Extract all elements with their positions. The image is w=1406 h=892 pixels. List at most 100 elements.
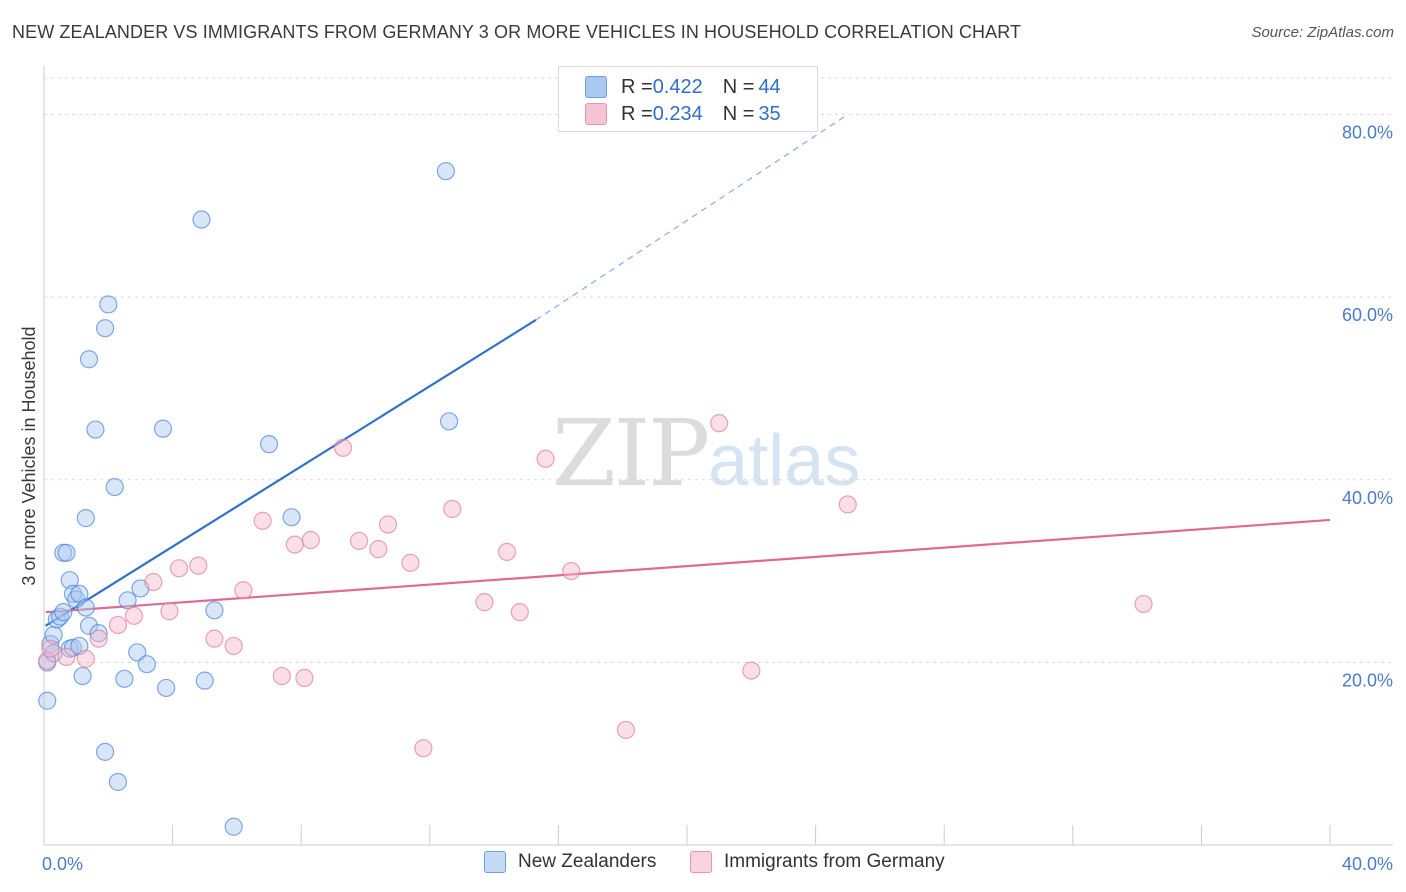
legend-r-value: 0.234 [652, 102, 703, 125]
legend-row-new-zealanders: R = 0.422 N = 44 [585, 74, 781, 100]
series-swatch-pink [690, 851, 712, 873]
point-new-zealanders [192, 210, 211, 229]
x-tick-label-start: 0.0% [42, 854, 83, 874]
point-new-zealanders [205, 601, 224, 620]
point-new-zealanders [38, 691, 57, 710]
chart-title: NEW ZEALANDER VS IMMIGRANTS FROM GERMANY… [12, 22, 1022, 42]
series-swatch-blue [484, 851, 506, 873]
point-immigrants-germany [414, 739, 433, 758]
series-legend-new-zealanders: New Zealanders [484, 851, 656, 873]
point-immigrants-germany [253, 511, 272, 530]
watermark-atlas: atlas [708, 421, 861, 501]
point-immigrants-germany [742, 661, 761, 680]
point-new-zealanders [47, 610, 66, 629]
point-new-zealanders [108, 772, 128, 792]
y-tick-label: 40.0% [1342, 488, 1393, 508]
point-immigrants-germany [497, 542, 517, 561]
point-immigrants-germany [224, 636, 243, 656]
point-immigrants-germany [205, 629, 224, 648]
point-new-zealanders [76, 509, 95, 528]
point-immigrants-germany [369, 540, 388, 559]
point-new-zealanders [60, 571, 79, 590]
point-immigrants-germany [285, 535, 304, 554]
point-immigrants-germany [108, 615, 128, 635]
point-new-zealanders [128, 643, 147, 662]
point-immigrants-germany [562, 561, 581, 581]
point-new-zealanders [105, 477, 124, 497]
legend-r-value: 0.422 [652, 75, 703, 98]
point-immigrants-germany [510, 603, 529, 622]
y-tick-label: 60.0% [1342, 305, 1393, 325]
point-immigrants-germany [169, 559, 189, 578]
point-new-zealanders [224, 817, 243, 836]
point-new-zealanders [73, 666, 92, 686]
point-new-zealanders [115, 669, 134, 688]
series-legend-label: Immigrants from Germany [724, 851, 945, 872]
point-new-zealanders [95, 319, 115, 338]
point-new-zealanders [157, 678, 176, 698]
point-immigrants-germany [144, 572, 163, 592]
legend-n-label: N = [722, 102, 755, 125]
x-tick-label-end: 40.0% [1342, 854, 1393, 874]
point-new-zealanders [153, 419, 173, 438]
series-legend: New Zealanders Immigrants from Germany [0, 851, 1406, 879]
point-new-zealanders [259, 435, 279, 454]
point-new-zealanders [118, 591, 137, 610]
point-new-zealanders [95, 742, 115, 761]
legend-row-immigrants-germany: R = 0.234 N = 35 [585, 101, 781, 127]
trendline-new-zealanders-extension [535, 113, 849, 321]
point-immigrants-germany [710, 414, 729, 433]
point-immigrants-germany [475, 593, 494, 612]
point-immigrants-germany [89, 629, 108, 648]
point-new-zealanders [195, 671, 214, 690]
source-label: Source: ZipAtlas.com [1251, 24, 1394, 41]
legend-swatch-blue [585, 76, 607, 98]
point-immigrants-germany [160, 602, 179, 621]
point-immigrants-germany [76, 649, 95, 668]
y-axis-title: 3 or more Vehicles in Household [19, 326, 39, 585]
point-immigrants-germany [838, 495, 857, 514]
series-legend-immigrants-germany: Immigrants from Germany [690, 851, 945, 873]
point-immigrants-germany [38, 651, 57, 670]
legend-n-value: 44 [758, 75, 781, 98]
point-immigrants-germany [301, 530, 320, 550]
point-new-zealanders [76, 598, 95, 617]
point-immigrants-germany [349, 531, 369, 551]
legend-n-label: N = [722, 75, 755, 98]
point-new-zealanders [86, 420, 105, 439]
point-immigrants-germany [189, 556, 208, 575]
point-immigrants-germany [234, 581, 253, 600]
legend-swatch-pink [585, 103, 607, 125]
trendline-new-zealanders [45, 319, 537, 627]
point-new-zealanders [44, 625, 63, 645]
legend-r-label: R = [621, 102, 653, 125]
series-legend-label: New Zealanders [518, 851, 657, 872]
point-new-zealanders [436, 162, 455, 181]
y-tick-label: 20.0% [1342, 670, 1393, 690]
legend-n-value: 35 [758, 102, 781, 125]
point-immigrants-germany [443, 499, 462, 519]
point-immigrants-germany [57, 647, 76, 667]
point-immigrants-germany [616, 720, 636, 740]
point-new-zealanders [89, 624, 108, 643]
point-new-zealanders [439, 412, 459, 431]
point-immigrants-germany [41, 639, 60, 658]
point-new-zealanders [282, 508, 301, 527]
legend-r-label: R = [621, 75, 653, 98]
point-new-zealanders [63, 638, 83, 657]
point-immigrants-germany [333, 438, 353, 457]
point-immigrants-germany [295, 668, 314, 688]
point-new-zealanders [79, 616, 99, 635]
point-immigrants-germany [1134, 594, 1153, 614]
correlation-legend: R = 0.422 N = 44 R = 0.234 N = 35 [558, 66, 818, 132]
point-immigrants-germany [378, 515, 398, 534]
point-new-zealanders [99, 295, 118, 314]
point-new-zealanders [79, 350, 99, 369]
point-new-zealanders [137, 655, 156, 674]
watermark-zip: ZIP [552, 400, 710, 507]
point-new-zealanders [57, 543, 76, 562]
point-immigrants-germany [272, 666, 292, 686]
y-tick-label: 80.0% [1342, 123, 1393, 143]
point-immigrants-germany [536, 449, 555, 468]
